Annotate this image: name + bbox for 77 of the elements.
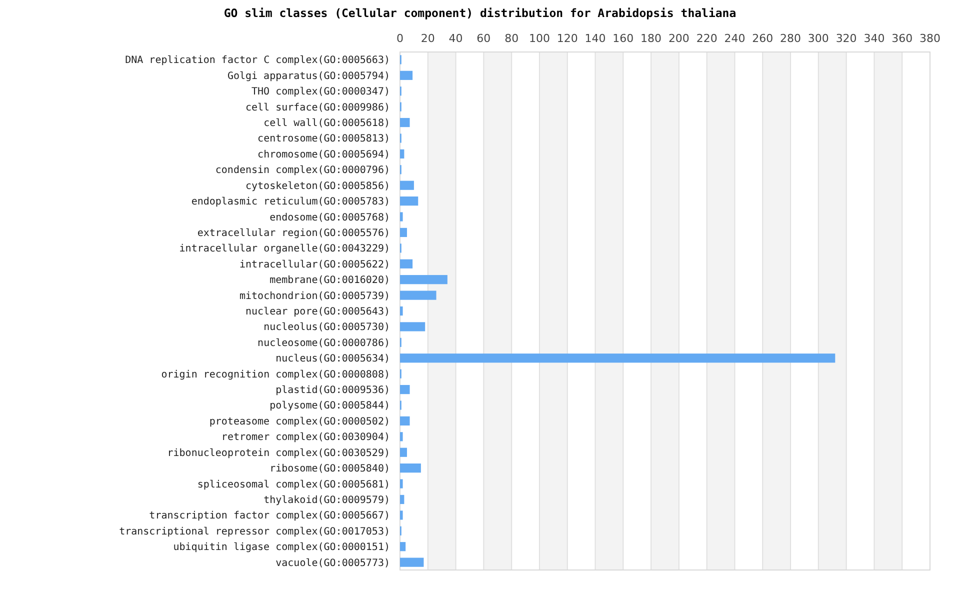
y-tick-label: nucleosome(GO:0000786) bbox=[258, 338, 390, 349]
bar bbox=[400, 479, 403, 488]
x-tick-label: 220 bbox=[696, 32, 718, 45]
bar bbox=[400, 196, 418, 206]
bar bbox=[400, 558, 424, 567]
y-tick-label: nucleolus(GO:0005730) bbox=[264, 322, 390, 334]
x-tick-label: 340 bbox=[864, 32, 885, 45]
y-tick-label: intracellular(GO:0005622) bbox=[239, 259, 390, 270]
x-tick-label: 140 bbox=[584, 32, 606, 45]
bar bbox=[400, 70, 413, 80]
bar bbox=[400, 542, 406, 552]
x-tick-label: 240 bbox=[724, 32, 746, 45]
bar bbox=[400, 290, 436, 300]
y-tick-label: nucleus(GO:0005634) bbox=[276, 354, 390, 365]
bar bbox=[400, 510, 403, 520]
x-tick-label: 320 bbox=[836, 32, 857, 45]
bar bbox=[400, 432, 403, 442]
y-tick-label: proteasome complex(GO:0000502) bbox=[209, 416, 390, 428]
x-tick-label: 160 bbox=[612, 32, 634, 45]
x-tick-label: 180 bbox=[640, 32, 662, 45]
y-tick-label: nuclear pore(GO:0005643) bbox=[246, 306, 390, 318]
y-tick-label: endoplasmic reticulum(GO:0005783) bbox=[191, 196, 390, 208]
bar bbox=[400, 275, 448, 284]
bar bbox=[400, 322, 426, 332]
y-tick-label: transcriptional repressor complex(GO:0017053) bbox=[119, 526, 390, 538]
y-tick-label: centrosome(GO:0005813) bbox=[258, 134, 390, 145]
y-tick-label: membrane(GO:0016020) bbox=[270, 275, 390, 286]
y-tick-label: ribonucleoprotein complex(GO:0030529) bbox=[167, 448, 390, 459]
x-tick-label: 80 bbox=[504, 32, 519, 45]
x-tick-label: 300 bbox=[808, 32, 829, 45]
y-tick-label: ribosome(GO:0005840) bbox=[270, 464, 390, 475]
bar bbox=[400, 494, 404, 504]
bar bbox=[400, 448, 407, 457]
y-tick-label: cell surface(GO:0009986) bbox=[246, 102, 390, 114]
y-tick-label: ubiquitin ligase complex(GO:0000151) bbox=[173, 542, 390, 554]
y-tick-label: endosome(GO:0005768) bbox=[270, 212, 390, 224]
y-tick-label: cytoskeleton(GO:0005856) bbox=[246, 180, 390, 192]
x-tick-label: 380 bbox=[920, 32, 940, 45]
y-tick-label: vacuole(GO:0005773) bbox=[276, 558, 390, 569]
bar bbox=[400, 354, 836, 363]
x-tick-label: 40 bbox=[448, 32, 463, 45]
y-tick-label: chromosome(GO:0005694) bbox=[258, 149, 390, 160]
y-tick-label: retromer complex(GO:0030904) bbox=[221, 432, 390, 444]
x-tick-label: 360 bbox=[892, 32, 913, 45]
y-tick-label: transcription factor complex(GO:0005667) bbox=[149, 510, 390, 522]
bar bbox=[400, 180, 414, 190]
bar bbox=[400, 118, 410, 128]
chart-title: GO slim classes (Cellular component) distribution for Arabidopsis thaliana bbox=[224, 6, 736, 20]
x-tick-label: 260 bbox=[752, 32, 774, 45]
bar bbox=[400, 416, 410, 426]
y-tick-label: Golgi apparatus(GO:0005794) bbox=[227, 70, 390, 82]
y-tick-label: mitochondrion(GO:0005739) bbox=[239, 290, 390, 302]
y-tick-label: cell wall(GO:0005618) bbox=[264, 118, 390, 130]
y-tick-label: extracellular region(GO:0005576) bbox=[197, 228, 390, 239]
y-tick-label: origin recognition complex(GO:0000808) bbox=[161, 369, 390, 380]
x-tick-label: 0 bbox=[396, 32, 404, 45]
bar bbox=[400, 228, 407, 238]
x-tick-label: 200 bbox=[668, 32, 690, 45]
x-tick-label: 280 bbox=[780, 32, 802, 45]
x-tick-label: 20 bbox=[420, 32, 435, 45]
y-tick-label: condensin complex(GO:0000796) bbox=[215, 165, 390, 176]
y-tick-label: polysome(GO:0005844) bbox=[270, 400, 390, 412]
y-tick-label: plastid(GO:0009536) bbox=[276, 385, 390, 396]
bar bbox=[400, 212, 403, 222]
bar bbox=[400, 259, 413, 268]
bar bbox=[400, 384, 410, 394]
y-tick-label: DNA replication factor C complex(GO:0005663) bbox=[125, 55, 390, 66]
bar bbox=[400, 464, 421, 473]
bar bbox=[400, 306, 403, 316]
y-tick-label: THO complex(GO:0000347) bbox=[252, 86, 390, 98]
y-tick-label: intracellular organelle(GO:0043229) bbox=[179, 244, 390, 255]
x-tick-label: 60 bbox=[476, 32, 491, 45]
y-tick-label: thylakoid(GO:0009579) bbox=[264, 494, 390, 506]
y-tick-label: spliceosomal complex(GO:0005681) bbox=[197, 479, 390, 490]
x-tick-label: 120 bbox=[556, 32, 578, 45]
x-tick-label: 100 bbox=[528, 32, 550, 45]
bar bbox=[400, 149, 404, 158]
